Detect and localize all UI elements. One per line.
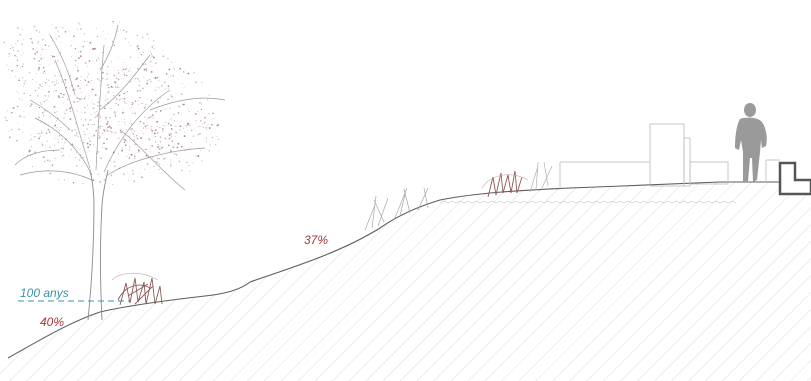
slope-lower-label: 40% bbox=[40, 315, 64, 329]
terrain-surface-texture bbox=[439, 200, 737, 204]
slope-upper-label: 37% bbox=[304, 233, 328, 247]
terrain-profile-line bbox=[7, 181, 780, 359]
background-structures bbox=[559, 123, 780, 190]
shrub-icon bbox=[111, 161, 553, 306]
tree-foliage bbox=[3, 20, 220, 185]
deciduous-tree-icon bbox=[3, 20, 226, 321]
ground-hatch bbox=[0, 182, 811, 381]
flood-level-label: 100 anys bbox=[20, 286, 69, 300]
person-silhouette-icon bbox=[735, 103, 767, 182]
curb-edge bbox=[778, 161, 811, 196]
